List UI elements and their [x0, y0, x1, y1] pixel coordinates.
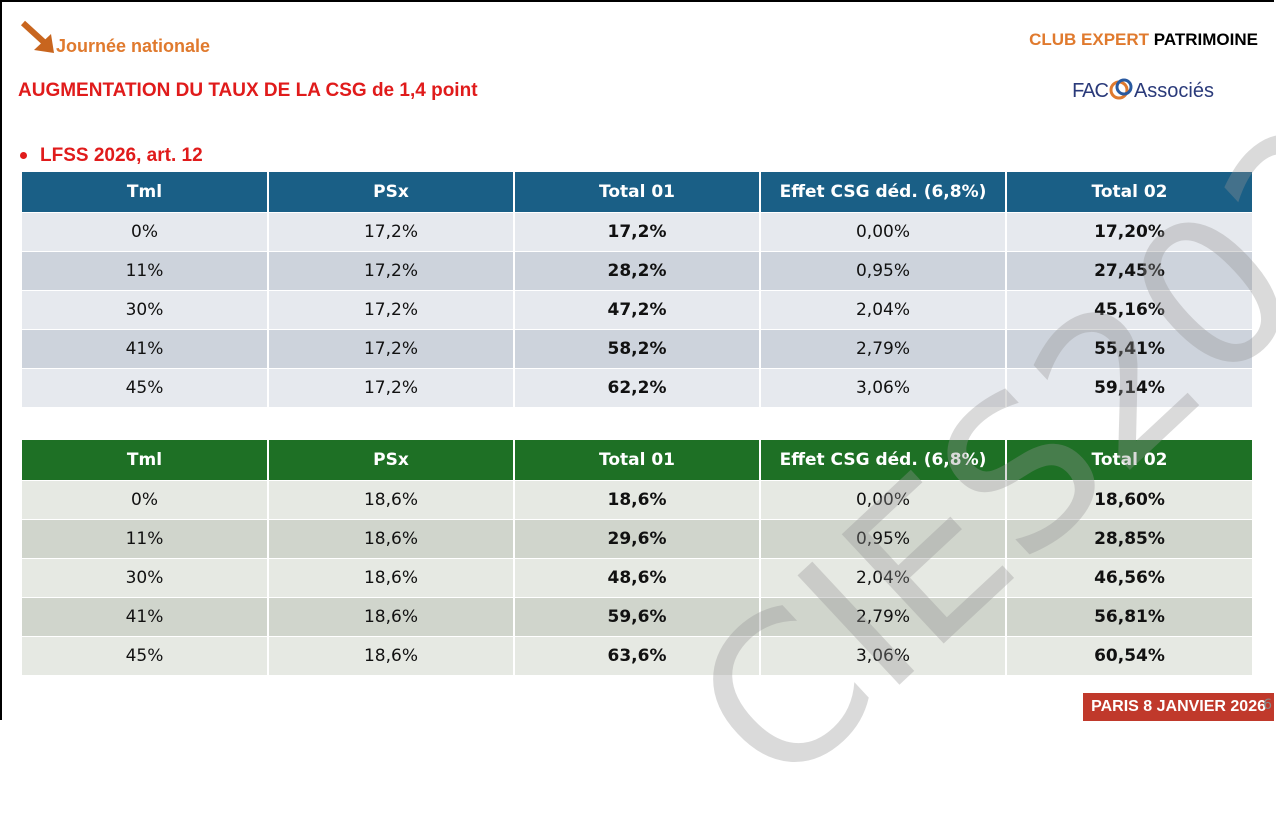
table-cell: 48,6% [513, 558, 760, 598]
table-cell: 17,20% [1005, 212, 1252, 252]
logo-icon [1109, 78, 1133, 100]
table-cell: 18,6% [267, 558, 514, 598]
table-cell: 55,41% [1005, 329, 1252, 369]
column-header: PSx [267, 440, 514, 481]
column-header: Effet CSG déd. (6,8%) [759, 172, 1006, 213]
table-cell: 0,95% [759, 251, 1006, 291]
table-cell: 47,2% [513, 290, 760, 330]
table-cell: 2,79% [759, 329, 1006, 369]
table-cell: 3,06% [759, 368, 1006, 407]
table-row: 11% 18,6% 29,6% 0,95% 28,85% [22, 519, 1252, 559]
data-table: Tml PSx Total 01 Effet CSG déd. (6,8%) Total… [22, 440, 1252, 675]
header-row: Tml PSx Total 01 Effet CSG déd. (6,8%) Total… [22, 440, 1252, 481]
title: AUGMENTATION DU TAUX DE LA CSG de 1,4 po… [18, 80, 478, 101]
table-row: 30% 18,6% 48,6% 2,04% 46,56% [22, 558, 1252, 598]
page-number: 6 [1263, 697, 1272, 713]
table-row: 0% 18,6% 18,6% 0,00% 18,60% [22, 480, 1252, 520]
table-cell: 0,00% [759, 212, 1006, 252]
table-cell: 17,2% [267, 290, 514, 330]
column-header: Effet CSG déd. (6,8%) [759, 440, 1006, 481]
table-cell: 17,2% [513, 212, 760, 252]
table-cell: 45% [22, 368, 268, 407]
bullet-dot [20, 152, 27, 159]
table-row: 45% 18,6% 63,6% 3,06% 60,54% [22, 636, 1252, 675]
bullet: LFSS 2026, art. 12 [40, 145, 203, 166]
table-cell: 45% [22, 636, 268, 675]
table-cell: 11% [22, 251, 268, 291]
table-cell: 17,2% [267, 212, 514, 252]
table-cell: 3,06% [759, 636, 1006, 675]
table-cell: 17,2% [267, 329, 514, 369]
table-cell: 18,60% [1005, 480, 1252, 520]
arrow-icon [20, 20, 54, 53]
table-cell: 0% [22, 212, 268, 252]
logo-left: FAC [1072, 80, 1109, 102]
table-cell: 58,2% [513, 329, 760, 369]
table-cell: 11% [22, 519, 268, 559]
subtitle: Journée nationale [56, 36, 211, 56]
table-cell: 18,6% [513, 480, 760, 520]
table-cell: 41% [22, 597, 268, 637]
table-cell: 28,2% [513, 251, 760, 291]
table-cell: 17,2% [267, 251, 514, 291]
club-second: PATRIMOINE [1153, 30, 1258, 49]
column-header: PSx [267, 172, 514, 213]
table-cell: 30% [22, 558, 268, 598]
table-cell: 18,6% [267, 597, 514, 637]
table-row: 45% 17,2% 62,2% 3,06% 59,14% [22, 368, 1252, 407]
table-cell: 18,6% [267, 480, 514, 520]
event: PARIS 8 JANVIER 2026 [1083, 693, 1274, 721]
table-cell: 59,6% [513, 597, 760, 637]
table-cell: 18,6% [267, 519, 514, 559]
table-cell: 2,04% [759, 558, 1006, 598]
column-header: Total 02 [1005, 172, 1252, 213]
table-cell: 17,2% [267, 368, 514, 407]
table-cell: 0,95% [759, 519, 1006, 559]
table-cell: 46,56% [1005, 558, 1252, 598]
table-row: 11% 17,2% 28,2% 0,95% 27,45% [22, 251, 1252, 291]
table-cell: 63,6% [513, 636, 760, 675]
table-cell: 60,54% [1005, 636, 1252, 675]
table-cell: 56,81% [1005, 597, 1252, 637]
table-row: 0% 17,2% 17,2% 0,00% 17,20% [22, 212, 1252, 252]
column-header: Total 02 [1005, 440, 1252, 481]
table-cell: 0% [22, 480, 268, 520]
table-cell: 18,6% [267, 636, 514, 675]
table-cell: 30% [22, 290, 268, 330]
table-cell: 62,2% [513, 368, 760, 407]
frame [0, 0, 1274, 720]
data-table: Tml PSx Total 01 Effet CSG déd. (6,8%) Total… [22, 172, 1252, 407]
table-cell: 27,45% [1005, 251, 1252, 291]
table-cell: 2,79% [759, 597, 1006, 637]
club-first: CLUB EXPERT [1029, 30, 1150, 49]
column-header: Total 01 [513, 440, 760, 481]
table-cell: 45,16% [1005, 290, 1252, 330]
club: CLUB EXPERT PATRIMOINE [1029, 30, 1258, 50]
logo-right: Associés [1133, 80, 1214, 102]
column-header: Tml [22, 440, 268, 481]
header-row: Tml PSx Total 01 Effet CSG déd. (6,8%) Total… [22, 172, 1252, 213]
table-cell: 41% [22, 329, 268, 369]
table-cell: 0,00% [759, 480, 1006, 520]
table-cell: 28,85% [1005, 519, 1252, 559]
table-row: 41% 18,6% 59,6% 2,79% 56,81% [22, 597, 1252, 637]
column-header: Tml [22, 172, 268, 213]
column-header: Total 01 [513, 172, 760, 213]
table-cell: 29,6% [513, 519, 760, 559]
logo: FAC Associés [1072, 78, 1214, 103]
table-row: 30% 17,2% 47,2% 2,04% 45,16% [22, 290, 1252, 330]
table-cell: 59,14% [1005, 368, 1252, 407]
table-cell: 2,04% [759, 290, 1006, 330]
table-row: 41% 17,2% 58,2% 2,79% 55,41% [22, 329, 1252, 369]
